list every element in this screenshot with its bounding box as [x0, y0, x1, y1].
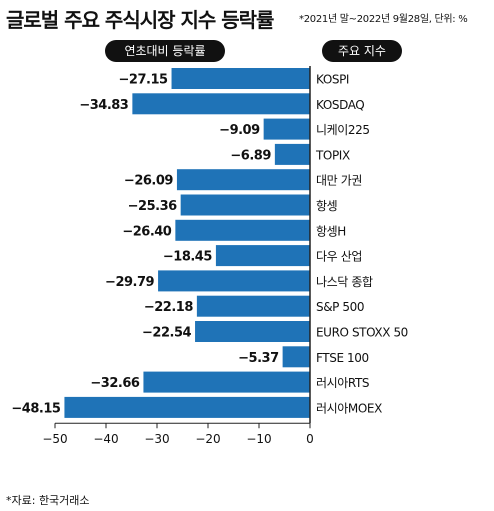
category-label: FTSE 100: [316, 351, 369, 365]
bar: [175, 219, 310, 241]
bar: [176, 169, 310, 191]
x-tick-label: −20: [195, 432, 220, 446]
bar: [180, 194, 310, 216]
x-tick-label: 0: [306, 432, 314, 446]
category-label: 니케이225: [316, 123, 370, 137]
value-label: −22.18: [144, 300, 193, 315]
category-label: TOPIX: [315, 148, 350, 162]
category-label: 항셍H: [316, 224, 346, 238]
bar: [171, 68, 310, 89]
bar: [132, 93, 310, 115]
value-label: −9.09: [219, 123, 260, 138]
bar: [215, 245, 310, 267]
value-label: −18.45: [163, 250, 212, 265]
x-tick-label: −30: [144, 432, 169, 446]
chart-title: 글로벌 주요 주식시장 지수 등락률: [6, 8, 274, 32]
category-label: 대만 가권: [316, 174, 362, 188]
category-label: KOSDAQ: [316, 98, 364, 112]
header-change-rate: 연초대비 등락률: [105, 40, 225, 62]
header-indices: 주요 지수: [322, 40, 402, 62]
bar: [196, 295, 310, 317]
bar: [274, 143, 310, 165]
value-label: −26.09: [124, 174, 173, 189]
value-label: −22.54: [142, 326, 191, 341]
x-tick-label: −50: [42, 432, 67, 446]
category-label: 러시아MOEX: [316, 401, 382, 415]
category-label: 항셍: [316, 199, 337, 213]
value-label: −27.15: [119, 73, 168, 88]
category-label: 나스닥 종합: [316, 275, 373, 289]
value-label: −32.66: [90, 376, 139, 391]
value-label: −6.89: [230, 148, 271, 163]
value-label: −34.83: [79, 98, 128, 113]
category-label: KOSPI: [316, 73, 349, 87]
bar: [263, 118, 310, 140]
value-label: −25.36: [128, 199, 177, 214]
bar: [64, 396, 310, 418]
category-label: EURO STOXX 50: [316, 326, 408, 340]
category-label: 다우 산업: [316, 250, 362, 264]
x-tick-label: −10: [246, 432, 271, 446]
value-label: −48.15: [11, 401, 60, 416]
bar: [158, 270, 310, 292]
value-label: −26.40: [122, 224, 171, 239]
source-note: *자료: 한국거래소: [6, 494, 90, 507]
bar: [143, 371, 310, 393]
bar: [195, 321, 310, 342]
category-label: 러시아RTS: [316, 376, 369, 390]
category-label: S&P 500: [316, 300, 364, 314]
x-tick-label: −40: [93, 432, 118, 446]
bar: [282, 346, 310, 368]
value-label: −29.79: [105, 275, 154, 290]
value-label: −5.37: [238, 351, 279, 366]
chart-subtitle: *2021년 말~2022년 9월28일, 단위: %: [299, 14, 468, 25]
